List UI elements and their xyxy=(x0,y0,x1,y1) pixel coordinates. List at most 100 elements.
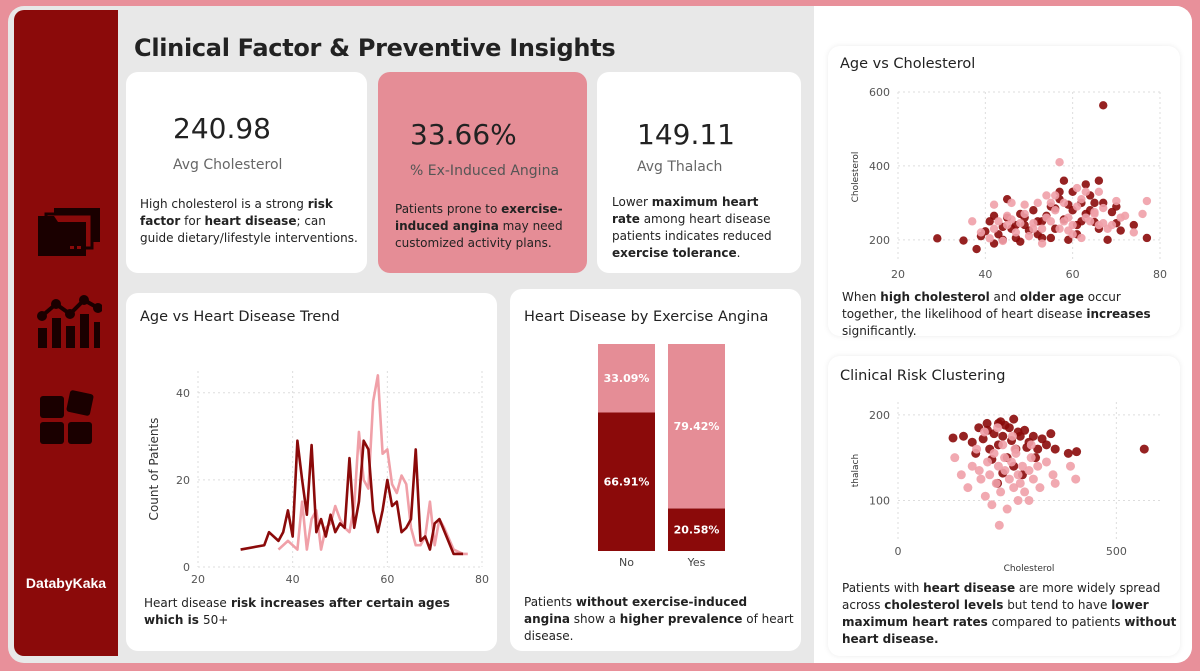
scatter-point xyxy=(980,491,990,501)
sidebar: DatabyKaka xyxy=(14,10,118,656)
x-tick-label: 80 xyxy=(1153,268,1167,281)
folders-icon[interactable] xyxy=(36,204,102,264)
scatter-point xyxy=(1051,191,1060,200)
y-tick-label: 100 xyxy=(869,494,890,507)
y-axis-label: thalach xyxy=(851,454,861,487)
y-axis-label: Cholesterol xyxy=(851,152,861,203)
data-label: 66.91% xyxy=(604,476,650,489)
kpi-value: 149.11 xyxy=(637,118,735,151)
scatter-point xyxy=(1033,461,1043,471)
x-tick-label: 80 xyxy=(475,573,489,586)
analytics-chart-icon[interactable] xyxy=(36,292,102,352)
scatter-point xyxy=(993,461,1003,471)
scatter-point xyxy=(1139,444,1149,454)
scatter-point xyxy=(959,431,968,441)
scatter-point xyxy=(1081,187,1090,196)
scatter-point xyxy=(1020,209,1029,219)
chart-note: When high cholesterol and older age occu… xyxy=(842,290,1151,338)
scatter-point xyxy=(1024,466,1034,475)
scatter-point xyxy=(1011,228,1021,237)
scatter-point xyxy=(985,234,994,243)
scatter-point xyxy=(1013,470,1023,480)
kpi-card-cholesterol: 240.98 Avg Cholesterol High cholesterol … xyxy=(126,72,367,273)
bar-segment xyxy=(668,344,725,509)
scatter-point xyxy=(1055,224,1064,233)
scatter-point xyxy=(1015,478,1025,488)
scatter-point xyxy=(1028,474,1038,484)
kpi-label: Avg Thalach xyxy=(637,159,723,175)
scatter-point xyxy=(1002,504,1012,514)
scatter-point xyxy=(1064,226,1073,235)
x-tick-label: 0 xyxy=(895,545,902,558)
scatter-point xyxy=(1099,203,1108,213)
scatter-point xyxy=(1028,431,1038,441)
scatter-point xyxy=(1129,228,1138,237)
chart-title: Heart Disease by Exercise Angina xyxy=(524,309,769,325)
scatter-point xyxy=(1046,429,1056,439)
blocks-icon[interactable] xyxy=(36,386,102,446)
series-line xyxy=(240,439,464,556)
scatter-point xyxy=(1037,224,1047,233)
scatter-point xyxy=(1010,444,1020,454)
y-tick-label: 400 xyxy=(869,160,890,173)
scatter-age-cholesterol: 20 40 60 80 200 400 600 Cholesterol xyxy=(851,86,1167,281)
scatter-point xyxy=(987,500,997,510)
scatter-point xyxy=(1007,215,1016,224)
scatter-point xyxy=(1033,444,1043,454)
scatter-point xyxy=(1029,206,1038,215)
kpi-card-angina: 33.66% % Ex-Induced Angina Patients pron… xyxy=(378,72,587,273)
scatter-point xyxy=(1016,237,1025,246)
scatter-point xyxy=(963,483,973,493)
kpi-label: % Ex-Induced Angina xyxy=(410,163,560,179)
scatter-point xyxy=(1009,414,1019,424)
scatter-point xyxy=(950,453,960,463)
kpi-value: 240.98 xyxy=(173,112,271,145)
scatter-point xyxy=(1042,191,1051,200)
scatter-point xyxy=(989,200,999,209)
kpi-card-thalach: 149.11 Avg Thalach Lower maximum heart r… xyxy=(597,72,801,273)
scatter-point xyxy=(974,466,984,475)
scatter-point xyxy=(1016,218,1025,228)
scatter-point xyxy=(967,461,977,471)
scatter-point xyxy=(1050,444,1060,454)
scatter-point xyxy=(1142,196,1152,206)
scatter-point xyxy=(968,217,977,226)
chart-note: Patients without exercise-induced angina… xyxy=(524,595,794,643)
card-risk-clustering: Clinical Risk Clustering 0 500 100 200 thala… xyxy=(828,356,1180,656)
scatter-point xyxy=(989,448,999,458)
scatter-point xyxy=(993,423,1003,433)
series-line xyxy=(277,374,468,556)
scatter-point xyxy=(1007,198,1016,208)
scatter-point xyxy=(1107,207,1117,217)
x-tick-label: 500 xyxy=(1106,545,1127,558)
scatter-point xyxy=(994,520,1004,530)
scatter-point xyxy=(1042,213,1051,222)
scatter-point xyxy=(1046,233,1056,243)
stacked-bar-chart: 66.91% 33.09% No 20.58% 79.42% Yes xyxy=(598,344,725,569)
scatter-point xyxy=(1116,226,1125,235)
scatter-point xyxy=(1071,474,1081,484)
scatter-point xyxy=(1072,447,1082,457)
scatter-point xyxy=(1077,233,1086,243)
scatter-point xyxy=(1041,457,1051,467)
y-tick-label: 40 xyxy=(176,387,190,400)
scatter-point xyxy=(1120,211,1130,221)
scatter-point xyxy=(1077,194,1086,204)
scatter-point xyxy=(959,236,968,245)
x-tick-label: Yes xyxy=(687,556,706,569)
scatter-point xyxy=(994,217,1003,226)
scatter-point xyxy=(1041,440,1051,450)
bar-segment xyxy=(598,412,655,551)
scatter-point xyxy=(1050,478,1060,488)
scatter-point xyxy=(1046,198,1056,208)
scatter-point xyxy=(1048,470,1058,480)
scatter-point xyxy=(1065,461,1075,471)
kpi-value: 33.66% xyxy=(410,118,517,151)
kpi-description: Lower maximum heart rate among heart dis… xyxy=(612,195,772,260)
x-axis-label: Cholesterol xyxy=(1004,564,1055,574)
chart-title: Clinical Risk Clustering xyxy=(840,368,1006,384)
scatter-point xyxy=(1142,233,1152,243)
scatter-point xyxy=(972,244,981,254)
scatter-point xyxy=(976,474,986,484)
page-title: Clinical Factor & Preventive Insights xyxy=(134,34,616,62)
